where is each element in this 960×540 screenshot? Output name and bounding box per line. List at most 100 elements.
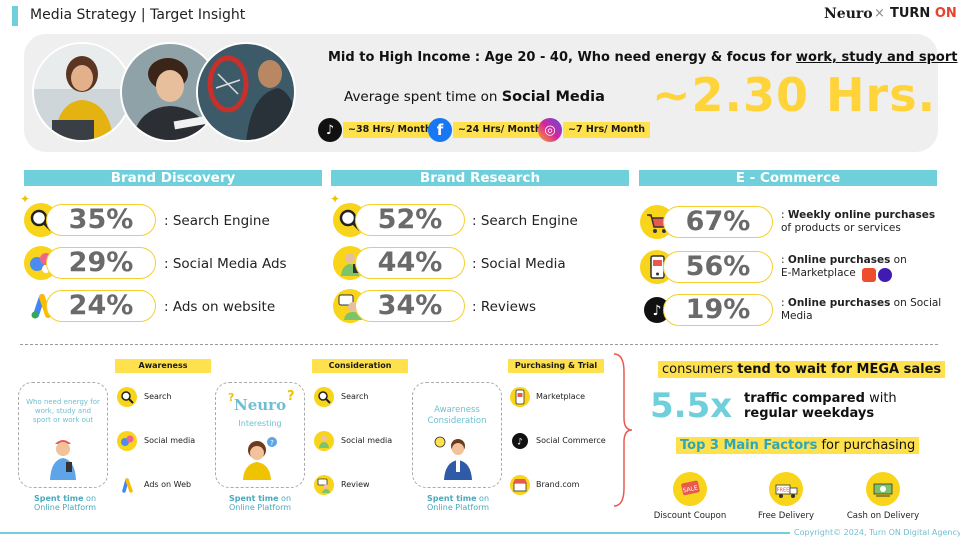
svg-text:♪: ♪ [653,303,662,319]
ecommerce-marketplace-label: : Online purchases on E-Marketplace [781,254,907,279]
shopee-icon [862,268,876,282]
discovery-stat-pill [46,290,156,322]
storefront-icon [510,475,530,495]
section-divider [20,344,938,345]
ecommerce-marketplace-value: 56% [685,251,751,282]
discovery-ads-label: : Ads on website [164,299,276,315]
brand-research-banner: Brand Research [331,170,629,186]
ecommerce-weekly-label: : Weekly online purchases of products or … [781,209,936,234]
brand-discovery-banner: Brand Discovery [24,170,322,186]
ecommerce-weekly-value: 67% [685,206,751,237]
facebook-hours: ~24 Hrs/ Month [453,122,547,138]
research-stat-pill [355,247,465,279]
photo-badminton-player [196,42,296,142]
research-stat-pill [355,204,465,236]
traffic-multiplier: 5.5x [650,386,733,426]
instagram-icon: ◎ [538,118,562,142]
svg-text:?: ? [270,439,274,447]
ecommerce-stat-pill [663,206,773,238]
purchasing-item-brand-com: Brand.com [536,480,580,489]
awareness-spent-time: Spent time on Online Platform [33,494,97,512]
lazada-icon [878,268,892,282]
discovery-social-value: 29% [68,247,134,278]
person-phone-illustration [46,436,80,484]
consideration-brand: Neuro [234,396,287,414]
header-accent-bar [12,6,18,26]
question-mark-icon: ? [287,389,295,404]
sparkle-icon: ✦ [330,192,341,206]
ecommerce-banner: E - Commerce [639,170,937,186]
sparkle-icon: ✦ [20,192,31,206]
consideration-item-review: Review [341,480,370,489]
discovery-stat-pill [46,247,156,279]
average-time-label: Average spent time on Social Media [344,89,605,105]
awareness-persona-text: Who need energy for work, study and spor… [26,398,100,424]
consideration-persona-text: Interesting [238,419,282,428]
purchasing-item-social-commerce: Social Commerce [536,436,606,445]
research-social-label: : Social Media [472,256,566,272]
instagram-hours: ~7 Hrs/ Month [563,122,650,138]
consideration-item-social: Social media [341,436,393,445]
search-icon [314,387,334,407]
research-reviews-value: 34% [377,290,443,321]
consideration-persona-box [215,382,305,488]
cash-on-delivery-icon [866,472,900,506]
ecommerce-stat-pill [663,251,773,283]
stage-consideration: Consideration [312,359,408,373]
ecommerce-stat-pill [663,294,773,326]
top-factors-heading: Top 3 Main Factors for purchasing [676,437,920,454]
target-audience-headline: Mid to High Income : Age 20 - 40, Who ne… [328,50,958,65]
facebook-icon: f [428,118,452,142]
ecommerce-social-label: : Online purchases on Social Media [781,297,942,322]
mega-sales-insight: consumers tend to wait for MEGA sales [658,361,946,378]
tiktok-icon: ♪ [318,118,342,142]
logo-separator: × [874,6,885,21]
page-title: Media Strategy | Target Insight [30,7,246,23]
thinking-person-illustration: ? [240,436,280,484]
tiktok-icon: ♪ [510,431,530,451]
ecommerce-social-value: 19% [685,294,751,325]
copyright-text: Copyright© 2024, Turn ON Digital Agency [790,528,960,537]
research-social-value: 44% [377,247,443,278]
traffic-multiplier-text: traffic compared with regular weekdays [744,391,897,421]
research-search-label: : Search Engine [472,213,578,229]
bracket-divider [613,353,633,507]
purchasing-persona-box [412,382,502,488]
discovery-search-label: : Search Engine [164,213,270,229]
svg-text:SALE: SALE [682,484,698,494]
awareness-persona-box [18,382,108,488]
research-reviews-label: : Reviews [472,299,537,315]
footer-line [0,532,960,534]
tiktok-hours: ~38 Hrs/ Month [343,122,437,138]
neuro-logo: Neuro [824,6,873,22]
awareness-item-search: Search [144,392,172,401]
svg-text:FREE: FREE [777,488,790,494]
discount-coupon-icon: SALE [673,472,707,506]
sparkle-icon: ? [228,391,235,404]
factor-discount-coupon: Discount Coupon [653,511,727,521]
search-icon [117,387,137,407]
photo-woman-with-laptop [32,42,132,142]
discovery-search-value: 35% [68,204,134,235]
purchasing-persona-text: Awareness Consideration [427,405,487,426]
idea-person-illustration [432,432,482,484]
review-icon [314,475,334,495]
factor-cash-on-delivery: Cash on Delivery [846,511,920,521]
discovery-social-label: : Social Media Ads [164,256,287,272]
marketplace-icon [510,387,530,407]
ads-on-web-icon [117,475,137,495]
social-media-icon [117,431,137,451]
stage-purchasing: Purchasing & Trial [508,359,604,373]
purchasing-item-marketplace: Marketplace [536,392,586,401]
turn-on-logo: TURN ON [890,6,957,21]
stage-awareness: Awareness [115,359,211,373]
research-stat-pill [355,290,465,322]
social-media-icon [314,431,334,451]
average-hours-value: ~2.30 Hrs. [652,68,937,122]
free-delivery-icon: FREE [769,472,803,506]
discovery-stat-pill [46,204,156,236]
consideration-item-search: Search [341,392,369,401]
awareness-item-ads: Ads on Web [144,480,192,489]
research-search-value: 52% [377,204,443,235]
consideration-spent-time: Spent time on Online Platform [228,494,292,512]
